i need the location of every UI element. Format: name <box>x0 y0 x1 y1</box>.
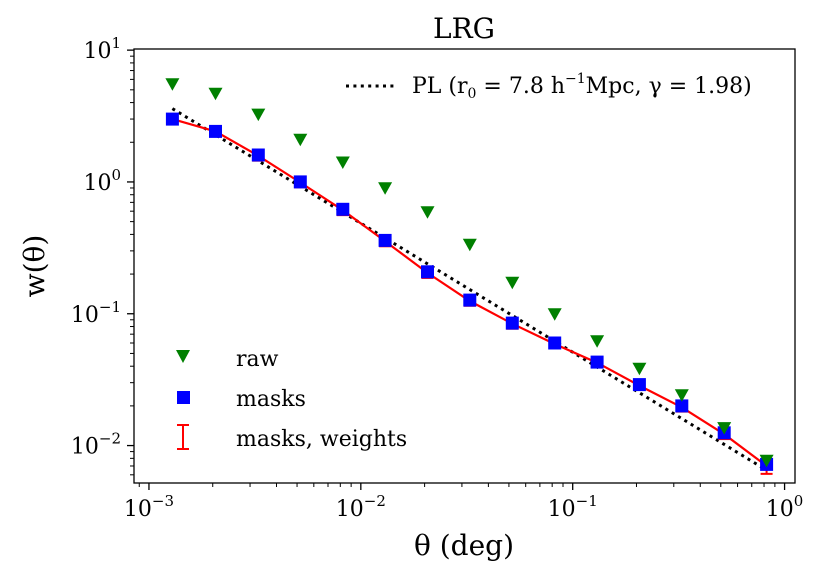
x-tick-label: 10−2 <box>336 492 386 522</box>
legend-weights-label: masks, weights <box>236 427 407 452</box>
legend-masks-marker <box>177 391 190 404</box>
raw-point <box>717 422 732 435</box>
legend-pl-label: PL (r0 = 7.8 h−1Mpc, γ = 1.98) <box>412 71 752 102</box>
x-axis-label: θ (deg) <box>414 529 514 562</box>
x-tick-label: 10−1 <box>548 492 598 522</box>
raw-series <box>165 78 774 468</box>
raw-point <box>547 308 562 321</box>
x-tick-label: 10−3 <box>124 492 174 522</box>
plot-frame <box>133 48 796 484</box>
masks-point <box>421 265 434 279</box>
power-law-line <box>171 107 768 472</box>
masks-point <box>209 124 222 138</box>
weights-line <box>172 118 768 467</box>
masks-point <box>336 202 350 216</box>
chart-title: LRG <box>433 12 495 45</box>
masks-point <box>548 336 562 350</box>
legend-masks-label: masks <box>236 387 306 412</box>
raw-point <box>335 156 350 169</box>
x-tick-label: 100 <box>766 492 804 522</box>
masks-series <box>165 112 774 471</box>
raw-point <box>293 133 308 147</box>
masks-point <box>463 293 477 307</box>
y-tick-label: 100 <box>83 166 121 196</box>
legend-main: raw masks masks, weights <box>176 347 407 452</box>
y-tick-label: 101 <box>83 34 121 64</box>
raw-point <box>505 276 520 290</box>
raw-point <box>462 238 477 252</box>
y-axis-ticks: 10−2 10−1 100 101 <box>71 34 134 476</box>
masks-point <box>675 399 689 413</box>
raw-point <box>759 454 774 468</box>
y-tick-label: 10−1 <box>71 298 121 328</box>
masks-point <box>378 233 392 247</box>
y-tick-label: 10−2 <box>71 430 121 460</box>
masks-point <box>293 175 307 189</box>
raw-point <box>165 78 180 91</box>
raw-point <box>251 108 266 122</box>
masks-point <box>165 112 179 126</box>
raw-point <box>208 87 223 101</box>
legend-weights-marker <box>177 424 189 450</box>
raw-point <box>378 182 393 195</box>
raw-point <box>632 362 647 376</box>
y-axis-label: w(θ) <box>18 235 51 298</box>
x-axis-ticks: 10−3 10−2 10−1 100 <box>124 483 803 522</box>
legend-raw-label: raw <box>236 347 279 372</box>
masks-point <box>505 316 519 330</box>
raw-point <box>674 389 689 402</box>
raw-point <box>590 335 605 348</box>
legend-raw-marker <box>176 350 190 363</box>
power-law-series <box>171 107 768 472</box>
masks-point <box>590 355 604 369</box>
legend-power-law: PL (r0 = 7.8 h−1Mpc, γ = 1.98) <box>346 71 752 102</box>
masks-point <box>632 378 646 392</box>
raw-point <box>420 206 435 219</box>
masks-point <box>251 148 265 162</box>
